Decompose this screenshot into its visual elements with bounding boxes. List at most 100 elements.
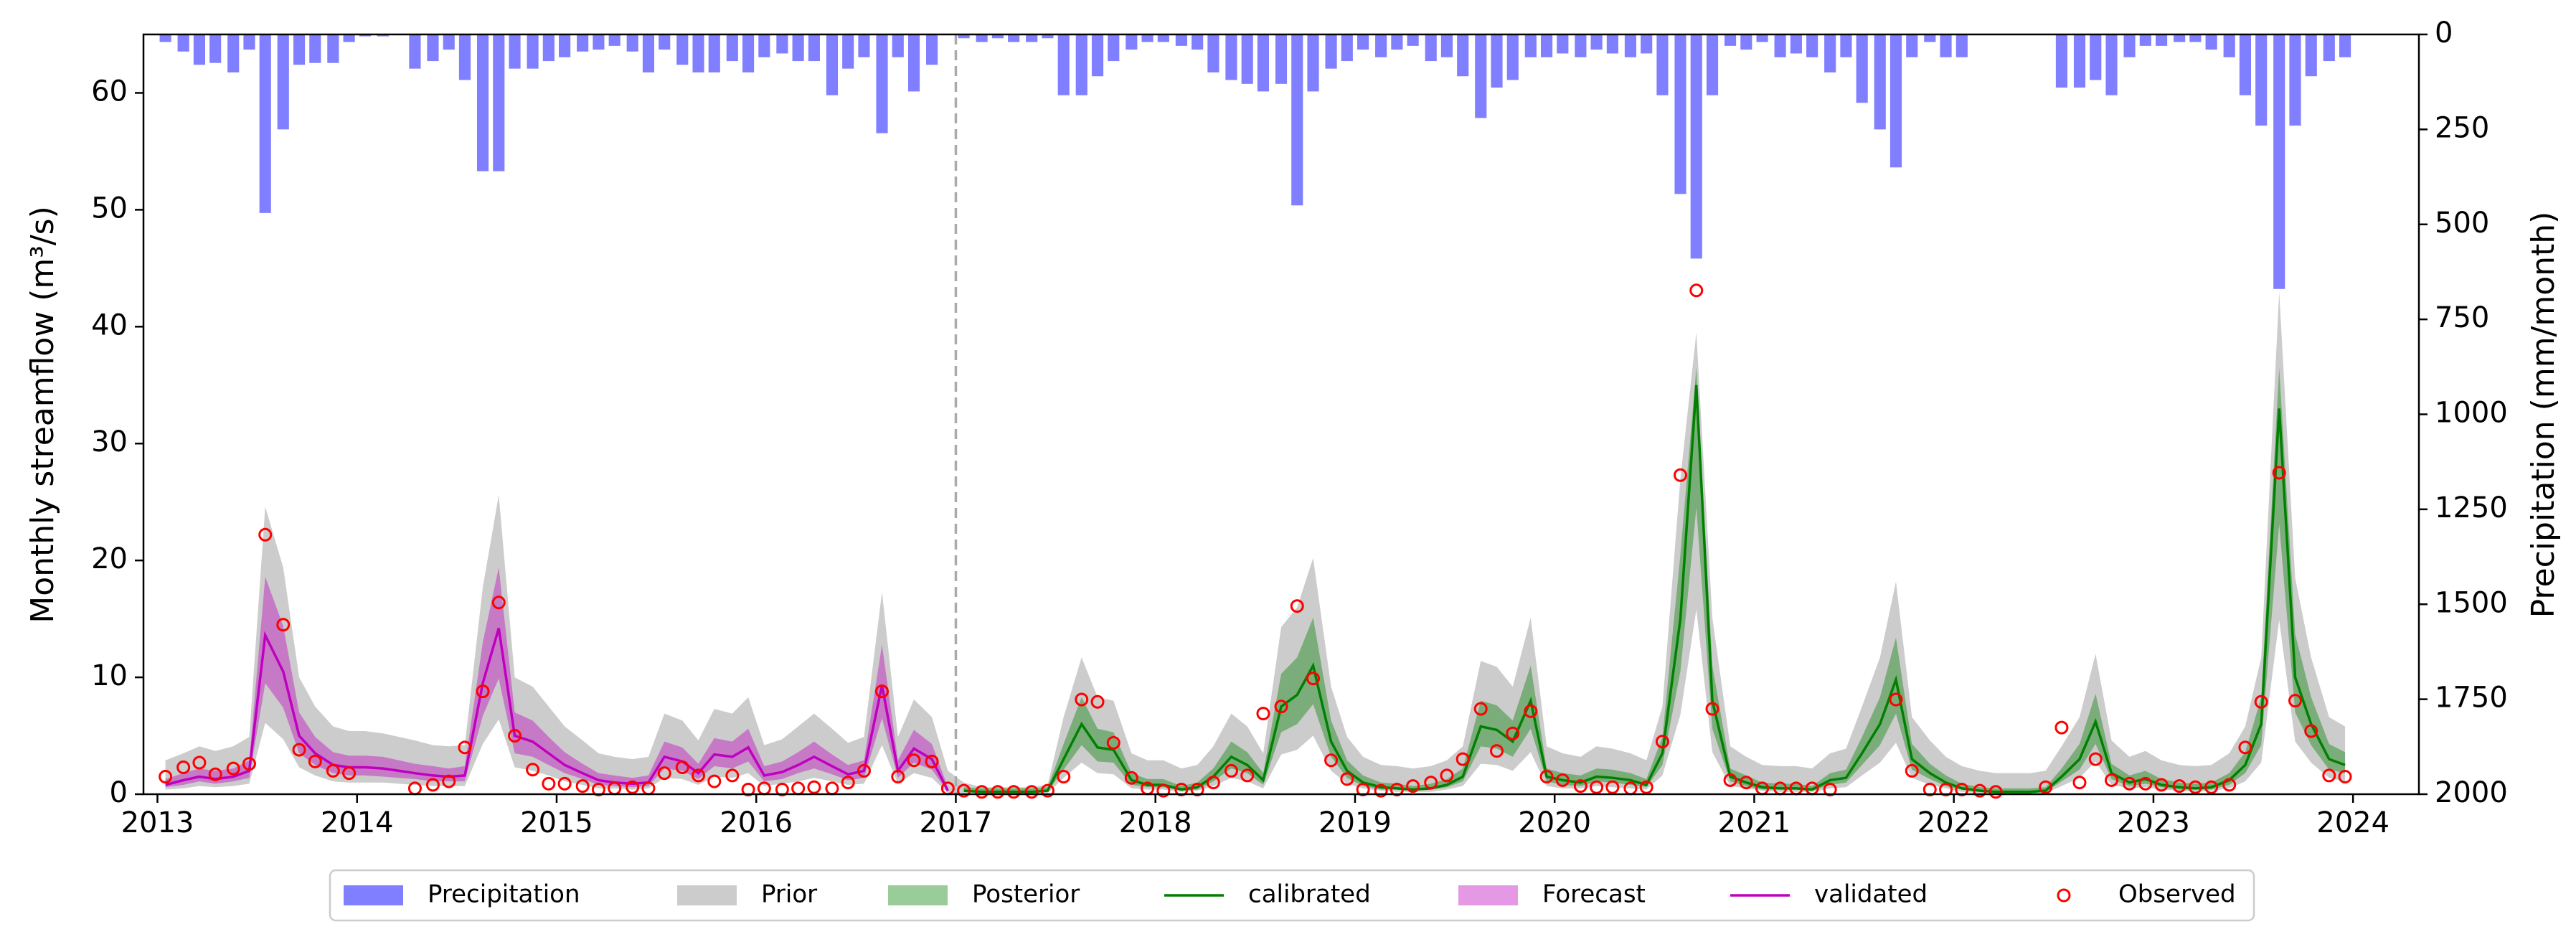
observed-point [1174, 782, 1189, 796]
observed-point [841, 776, 855, 790]
uncertainty-band [165, 567, 948, 792]
precip-bar [427, 34, 439, 62]
precip-bar [2055, 34, 2068, 88]
precip-bar [2339, 34, 2351, 57]
precip-bar [593, 34, 605, 50]
y2-tick-label: 1750 [2435, 682, 2508, 715]
x-tick-label: 2013 [121, 806, 194, 839]
y2-tick-label: 2000 [2435, 776, 2508, 809]
observed-point [2222, 778, 2237, 792]
y-tick-label: 60 [91, 75, 128, 108]
observed-point [2072, 776, 2087, 790]
precip-bar [1575, 34, 1587, 57]
precip-bar [1057, 34, 1070, 95]
observed-point [1006, 785, 1021, 799]
observed-point [1424, 776, 1438, 790]
precip-bar [1141, 34, 1153, 42]
precip-bar [1026, 34, 1038, 42]
observed-point [1605, 780, 1620, 794]
observed-point [775, 782, 789, 796]
precip-bar [409, 34, 421, 69]
observed-point [1356, 782, 1370, 796]
observed-point [1290, 599, 1304, 613]
observed-point [2272, 466, 2286, 480]
precip-bar [2189, 34, 2202, 42]
observed-point [2172, 779, 2186, 793]
precip-bar [2073, 34, 2086, 88]
precip-bar [642, 34, 655, 72]
precip-bar [1207, 34, 1219, 72]
observed-point [1456, 752, 1470, 766]
series-line [165, 628, 949, 791]
x-tick-label: 2022 [1917, 806, 1991, 839]
observed-point [557, 776, 572, 791]
observed-point [1988, 785, 2003, 799]
precip-bar [608, 34, 621, 46]
precip-bar [1774, 34, 1786, 57]
observed-point [1040, 783, 1055, 798]
precip-bar [542, 34, 555, 62]
precip-bar [892, 34, 904, 57]
precip-bar [493, 34, 505, 171]
legend-label: Forecast [1542, 880, 1646, 909]
precip-bar [1341, 34, 1353, 62]
y2-tick-label: 250 [2435, 111, 2489, 144]
y2-tick-label: 1500 [2435, 586, 2508, 619]
precip-bar [193, 34, 205, 65]
legend-box [329, 869, 2255, 922]
observed-point [242, 757, 256, 771]
observed-point [1823, 782, 1837, 796]
observed-point [1555, 773, 1570, 787]
y2-tick-label: 750 [2435, 301, 2489, 334]
precip-bar [1108, 34, 1120, 62]
legend-label: Precipitation [428, 880, 580, 909]
observed-point [2138, 776, 2153, 791]
legend-swatch [2057, 888, 2071, 903]
precip-bar [826, 34, 839, 95]
precip-bar [1375, 34, 1387, 57]
observed-point [875, 684, 890, 699]
precip-bar [458, 34, 471, 80]
x-tick-label: 2020 [1518, 806, 1591, 839]
observed-point [1973, 783, 1987, 798]
precip-bar [1257, 34, 1270, 92]
precip-bar [1955, 34, 1968, 57]
precip-bar [1906, 34, 1918, 57]
observed-point [1573, 779, 1587, 793]
observed-point [725, 768, 740, 783]
observed-point [1390, 782, 1404, 796]
precip-bar [1075, 34, 1088, 95]
observed-point [791, 781, 806, 796]
y2-tick-label: 500 [2435, 207, 2489, 240]
observed-point [1440, 768, 1454, 783]
precip-bar [991, 34, 1004, 39]
observed-point [208, 767, 222, 781]
precip-bar [1806, 34, 1818, 57]
x-tick-label: 2021 [1718, 806, 1791, 839]
y-tick-label: 20 [91, 542, 128, 575]
precip-bar [243, 34, 255, 50]
observed-point [1240, 768, 1255, 783]
x-tick-label: 2019 [1318, 806, 1392, 839]
precip-bar [1506, 34, 1519, 80]
legend-label: validated [1814, 880, 1928, 909]
precip-bar [2255, 34, 2268, 126]
observed-point [1224, 763, 1238, 778]
observed-point [1190, 782, 1204, 796]
observed-point [1324, 753, 1339, 768]
precip-bar [293, 34, 306, 65]
y2-tick-label: 0 [2435, 17, 2453, 50]
precip-bar [1790, 34, 1802, 54]
precip-bar [1091, 34, 1104, 77]
precip-bar [2105, 34, 2118, 95]
precip-bar [559, 34, 571, 57]
observed-point [292, 743, 306, 757]
observed-point [591, 782, 605, 796]
y-tick-label: 30 [91, 425, 128, 458]
observed-point [1274, 700, 1288, 714]
observed-point [2204, 780, 2219, 794]
precip-bar [926, 34, 938, 65]
observed-point [226, 761, 240, 776]
precip-bar [227, 34, 240, 72]
legend-swatch [677, 885, 737, 905]
